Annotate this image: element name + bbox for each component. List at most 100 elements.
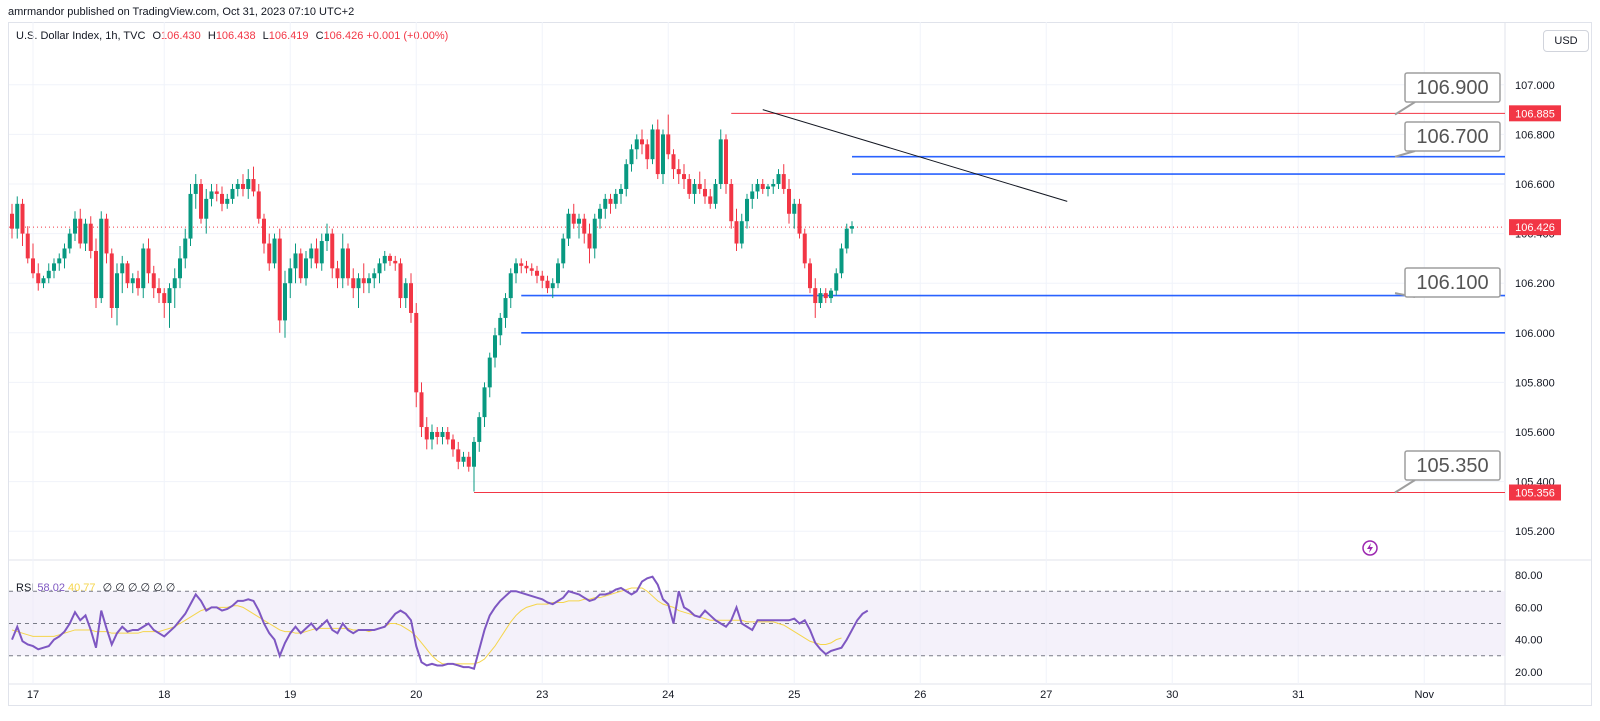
price-tick-label: 106.200 [1515,278,1555,290]
candle-body [634,139,639,150]
candle-body [146,248,151,274]
candle-body [351,278,356,289]
price-tick-label: 105.800 [1515,377,1555,389]
candle-body [823,293,828,299]
candle-body [188,193,193,239]
candle-body [661,134,665,175]
candle-body [713,184,718,204]
candle-body [592,218,597,249]
callout-box [1404,450,1501,481]
candle-body [571,213,576,224]
candle-body [178,258,182,279]
callout-label: 106.700 [1416,126,1488,148]
candle-body [335,268,340,279]
candle-body [850,226,854,229]
candle-body [162,293,167,304]
candle-body [760,184,765,189]
candle-body [340,248,345,279]
candle-body [755,184,760,192]
candle-body [109,253,114,308]
current-price-badge-label: 106.426 [1515,222,1555,234]
candle-body [25,233,30,259]
candle-body [708,196,713,204]
candle-body [566,213,571,239]
candle-body [430,432,434,440]
candle-body [62,248,67,259]
candle-body [141,248,146,289]
rsi-tick-label: 60.00 [1515,602,1543,614]
candle-body [372,273,377,279]
candle-body [472,441,476,467]
candle-body [367,278,371,284]
candle-body [692,184,697,194]
candle-body [482,387,487,418]
candle-body [20,203,25,234]
rsi-extra-values: ∅ ∅ ∅ ∅ ∅ ∅ [102,582,176,594]
candle-body [346,248,350,279]
candle-body [676,169,681,175]
candle-body [561,238,566,264]
price-level-badge [1509,105,1561,122]
callout-pointer [1394,150,1416,158]
price-tick-label: 106.600 [1515,179,1555,191]
candle-body [776,174,781,184]
candle-body [666,134,671,155]
candle-body [703,188,707,197]
candle-body [136,278,140,289]
candle-body [393,260,398,264]
candle-body [272,238,277,264]
candle-body [183,238,188,259]
candle-body [36,273,41,284]
candle-body [325,233,329,242]
candle-body [94,250,98,299]
candle-body [267,243,272,264]
currency-button[interactable]: USD [1543,30,1589,52]
candle-body [125,263,130,284]
rsi-tick-label: 40.00 [1515,635,1543,647]
candle-body [424,427,429,440]
candle-body [288,268,293,284]
callout-box [1404,267,1501,298]
open-label: O [152,30,162,42]
candle-body [319,241,324,264]
time-tick-label: 31 [1292,689,1304,701]
candle-body [535,270,539,276]
candle-body [745,198,749,222]
candle-body [31,258,35,274]
low-label: L [262,30,269,42]
candle-body [398,263,403,299]
callout-box [1404,72,1501,103]
rsi-tick-label: 80.00 [1515,570,1543,582]
candle-body [241,184,245,189]
candle-body [67,233,72,249]
candle-body [382,255,387,264]
time-tick-label: 17 [27,689,39,701]
price-level-badge-label: 105.356 [1515,488,1555,500]
candle-body [262,218,266,244]
candle-body [556,263,560,284]
candle-body [256,191,261,219]
callout-pointer [1394,479,1416,494]
candle-body [514,263,518,274]
time-tick-label: 26 [914,689,926,701]
high-value: 106.438 [215,30,256,42]
rsi-ma-line [11,587,842,665]
candle-body [640,139,644,145]
published-caption: amrmandor published on TradingView.com, … [8,6,355,18]
candle-body [829,290,833,299]
candle-body [225,198,230,204]
close-label: C [315,30,324,42]
candle-body [503,298,508,318]
candle-body [508,273,513,299]
candle-body [214,191,219,194]
candle-body [771,184,776,187]
candle-body [671,154,676,170]
candle-body [550,283,555,289]
candle-body [813,288,818,304]
symbol-legend: U.S. Dollar Index, 1h, TVC O106.430 H106… [16,30,448,42]
candle-body [766,186,770,189]
time-tick-label: 20 [410,689,422,701]
time-tick-label: 30 [1166,689,1178,701]
candle-body [130,278,135,284]
